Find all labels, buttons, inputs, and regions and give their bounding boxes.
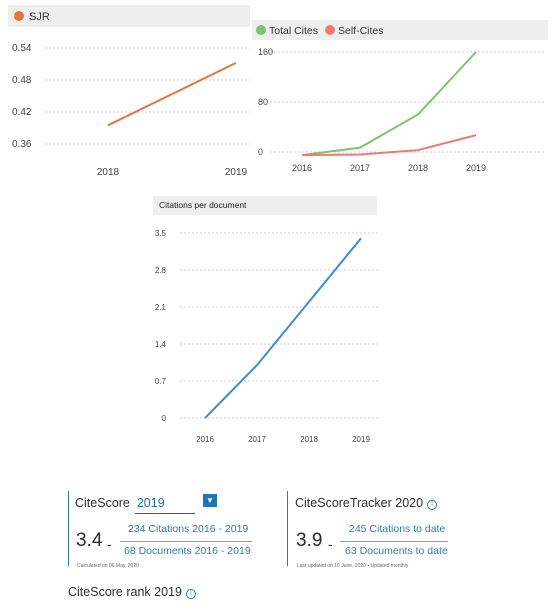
citescore-year-select[interactable]: 2019 [136, 496, 165, 510]
total-cites-legend-marker [256, 25, 266, 35]
sjr-chart: SJR 0.54 0.48 0.42 0.36 2018 2019 [8, 5, 250, 178]
citescore-label: CiteScore 2019 [75, 496, 165, 510]
x-tick-label: 2016 [196, 435, 214, 444]
self-cites-legend-label: Self-Cites [338, 25, 384, 37]
x-tick-label: 2017 [350, 163, 370, 173]
x-tick-label: 2018 [408, 163, 428, 173]
sjr-series-line [107, 62, 237, 127]
tracker-updated-date: Last updated on 10 June, 2020 • Updated … [297, 563, 409, 569]
total-cites-legend-label: Total Cites [269, 25, 318, 37]
x-tick-label: 2017 [248, 435, 266, 444]
citescore-rank-label-text: CiteScore rank 2019 [68, 585, 182, 599]
self-cites-series-line [301, 134, 477, 157]
y-tick-label: 1.4 [155, 340, 167, 349]
y-tick-label: 0 [162, 414, 167, 423]
x-tick-label: 2019 [225, 167, 248, 178]
chevron-down-icon[interactable]: ▼ [203, 494, 217, 507]
tracker-value: 3.9 [296, 530, 323, 551]
cpd-title-bar [153, 196, 377, 215]
citescore-documents-link[interactable]: 68 Documents 2016 - 2019 [124, 545, 251, 557]
self-cites-legend-marker [325, 25, 335, 35]
info-icon[interactable]: i [185, 589, 196, 599]
sjr-legend-label: SJR [29, 11, 50, 23]
y-tick-label: 2.8 [155, 266, 167, 275]
citescore-rank-label: CiteScore rank 2019 i [68, 585, 196, 599]
citations-per-document-chart: Citations per document 3.52.82.11.40.70 … [153, 196, 378, 444]
tracker-citations-link[interactable]: 245 Citations to date [349, 523, 446, 535]
citescore-fraction-rule [120, 541, 252, 542]
cites-chart: Total Cites Self-Cites 160 80 0 2016 2017 20… [252, 20, 548, 173]
tracker-label-text: CiteScoreTracker 2020 [295, 496, 424, 510]
cpd-title: Citations per document [159, 200, 247, 210]
y-tick-label: 0.7 [155, 377, 167, 386]
tracker-dash: - [328, 536, 333, 552]
tracker-documents-link[interactable]: 63 Documents to date [345, 545, 448, 557]
sjr-legend-marker [14, 11, 24, 21]
total-cites-series-line [301, 51, 477, 157]
citescore-citations-link[interactable]: 234 Citations 2016 - 2019 [128, 523, 249, 535]
y-tick-label: 0.54 [12, 43, 32, 54]
sjr-legend-bar [8, 5, 250, 27]
cpd-series-line [204, 237, 362, 419]
y-tick-label: 0 [258, 147, 263, 157]
y-tick-label: 0.36 [12, 139, 32, 150]
x-tick-label: 2019 [352, 435, 370, 444]
citescore-accent-line [68, 491, 69, 566]
tracker-fraction-rule [340, 541, 448, 542]
x-tick-label: 2018 [300, 435, 318, 444]
y-tick-label: 160 [258, 47, 273, 57]
y-tick-label: 80 [258, 97, 268, 107]
y-tick-label: 0.48 [12, 75, 32, 86]
y-tick-label: 2.1 [155, 303, 167, 312]
x-tick-label: 2018 [97, 167, 120, 178]
x-tick-label: 2016 [292, 163, 312, 173]
tracker-label: CiteScoreTracker 2020 i [295, 496, 438, 510]
info-icon[interactable]: i [427, 500, 438, 510]
citescore-calculated-date: Calculated on 06 May, 2020 [77, 563, 139, 569]
citescore-label-text: CiteScore [75, 496, 130, 510]
year-select-underline [135, 513, 195, 514]
x-tick-label: 2019 [466, 163, 486, 173]
citescore-dash: - [107, 536, 112, 552]
cites-legend-bar [252, 20, 548, 40]
tracker-accent-line [287, 491, 288, 566]
y-tick-label: 0.42 [12, 107, 32, 118]
y-tick-label: 3.5 [155, 229, 167, 238]
citescore-value: 3.4 [76, 530, 103, 551]
